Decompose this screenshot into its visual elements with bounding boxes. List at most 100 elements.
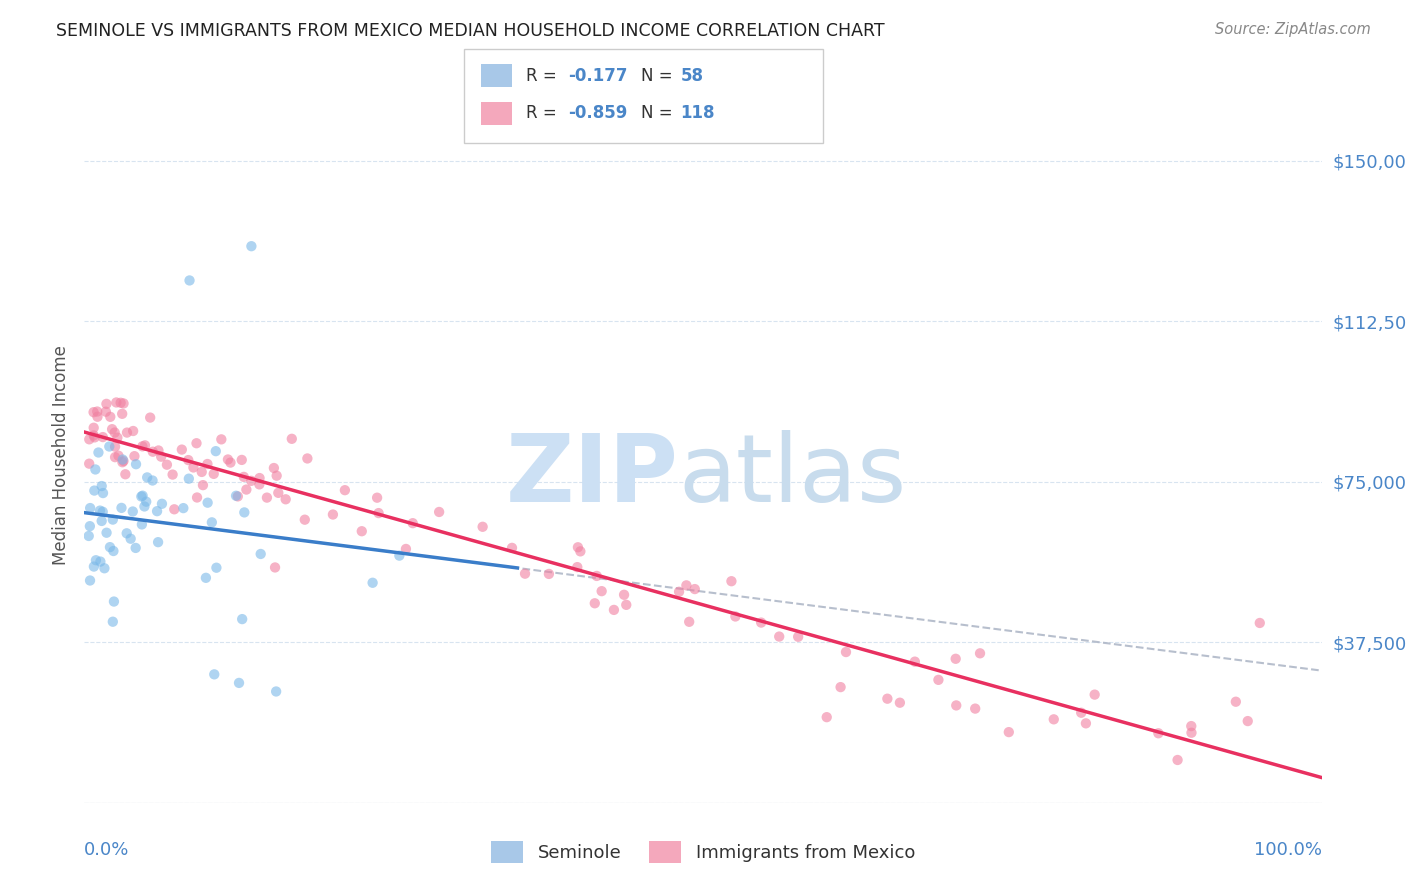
Text: atlas: atlas <box>678 430 907 522</box>
Point <box>876 691 898 706</box>
Point <box>613 588 636 602</box>
Point <box>83 559 105 574</box>
Point <box>366 491 388 505</box>
Point <box>90 479 112 493</box>
Point <box>83 428 105 442</box>
Point <box>150 497 173 511</box>
Point <box>1084 688 1107 702</box>
Point <box>201 516 224 530</box>
Point <box>263 461 285 475</box>
Point <box>87 445 110 459</box>
Point <box>197 457 219 471</box>
Point <box>124 449 146 463</box>
Point <box>1180 719 1202 733</box>
Point <box>668 584 690 599</box>
Point <box>104 425 127 440</box>
Point <box>567 560 589 574</box>
Point <box>264 560 287 574</box>
Point <box>927 673 949 687</box>
Point <box>202 467 225 481</box>
Text: Source: ZipAtlas.com: Source: ZipAtlas.com <box>1215 22 1371 37</box>
Point <box>965 701 987 715</box>
Point <box>120 532 142 546</box>
Point <box>105 431 128 445</box>
Point <box>135 494 157 508</box>
Point <box>79 574 101 588</box>
Point <box>131 439 153 453</box>
Point <box>170 442 193 457</box>
Point <box>162 467 184 482</box>
Point <box>205 560 228 574</box>
Point <box>90 514 112 528</box>
Point <box>232 470 254 484</box>
Point <box>172 501 194 516</box>
Text: ZIP: ZIP <box>505 430 678 522</box>
Point <box>110 500 132 515</box>
Point <box>997 725 1019 739</box>
Point <box>83 430 105 444</box>
Point <box>79 519 101 533</box>
Point <box>79 501 101 516</box>
Point <box>537 566 560 581</box>
Point <box>267 486 290 500</box>
Point <box>249 471 271 485</box>
Point <box>835 645 858 659</box>
Point <box>142 444 165 458</box>
Point <box>98 540 121 554</box>
Y-axis label: Median Household Income: Median Household Income <box>52 345 70 565</box>
Point <box>1147 726 1170 740</box>
Point <box>89 555 111 569</box>
Text: 100.0%: 100.0% <box>1254 841 1322 859</box>
Point <box>77 529 100 543</box>
Point <box>202 667 225 681</box>
Point <box>186 436 208 450</box>
Point <box>361 575 384 590</box>
Point <box>231 453 253 467</box>
Point <box>83 405 105 419</box>
Point <box>471 520 494 534</box>
Point <box>567 541 589 555</box>
Legend: Seminole, Immigrants from Mexico: Seminole, Immigrants from Mexico <box>491 841 915 863</box>
Point <box>89 503 111 517</box>
Point <box>77 433 100 447</box>
Point <box>105 395 128 409</box>
Point <box>77 457 100 471</box>
Point <box>83 483 105 498</box>
Point <box>136 470 159 484</box>
Point <box>256 491 278 505</box>
Point <box>585 569 607 583</box>
Text: -0.859: -0.859 <box>568 104 627 122</box>
Point <box>122 424 145 438</box>
Point <box>204 444 226 458</box>
Point <box>233 505 256 519</box>
Text: N =: N = <box>641 104 678 122</box>
Point <box>177 453 200 467</box>
Point <box>945 652 967 666</box>
Point <box>683 582 706 596</box>
Point <box>815 710 838 724</box>
Point <box>217 452 239 467</box>
Point <box>969 646 991 660</box>
Point <box>678 615 700 629</box>
Point <box>1236 714 1258 728</box>
Point <box>91 430 114 444</box>
Point <box>219 456 242 470</box>
Point <box>367 506 389 520</box>
Point <box>1249 615 1271 630</box>
Point <box>402 516 425 531</box>
Point <box>322 508 344 522</box>
Point <box>101 513 124 527</box>
Point <box>889 696 911 710</box>
Point <box>294 513 316 527</box>
Point <box>724 609 747 624</box>
Point <box>191 478 214 492</box>
Point <box>209 433 232 447</box>
Point <box>675 578 697 592</box>
Point <box>111 452 134 467</box>
Point <box>103 544 125 558</box>
Point <box>1225 695 1247 709</box>
Point <box>86 409 108 424</box>
Point <box>115 425 138 440</box>
Point <box>1070 706 1092 720</box>
Point <box>146 504 169 518</box>
